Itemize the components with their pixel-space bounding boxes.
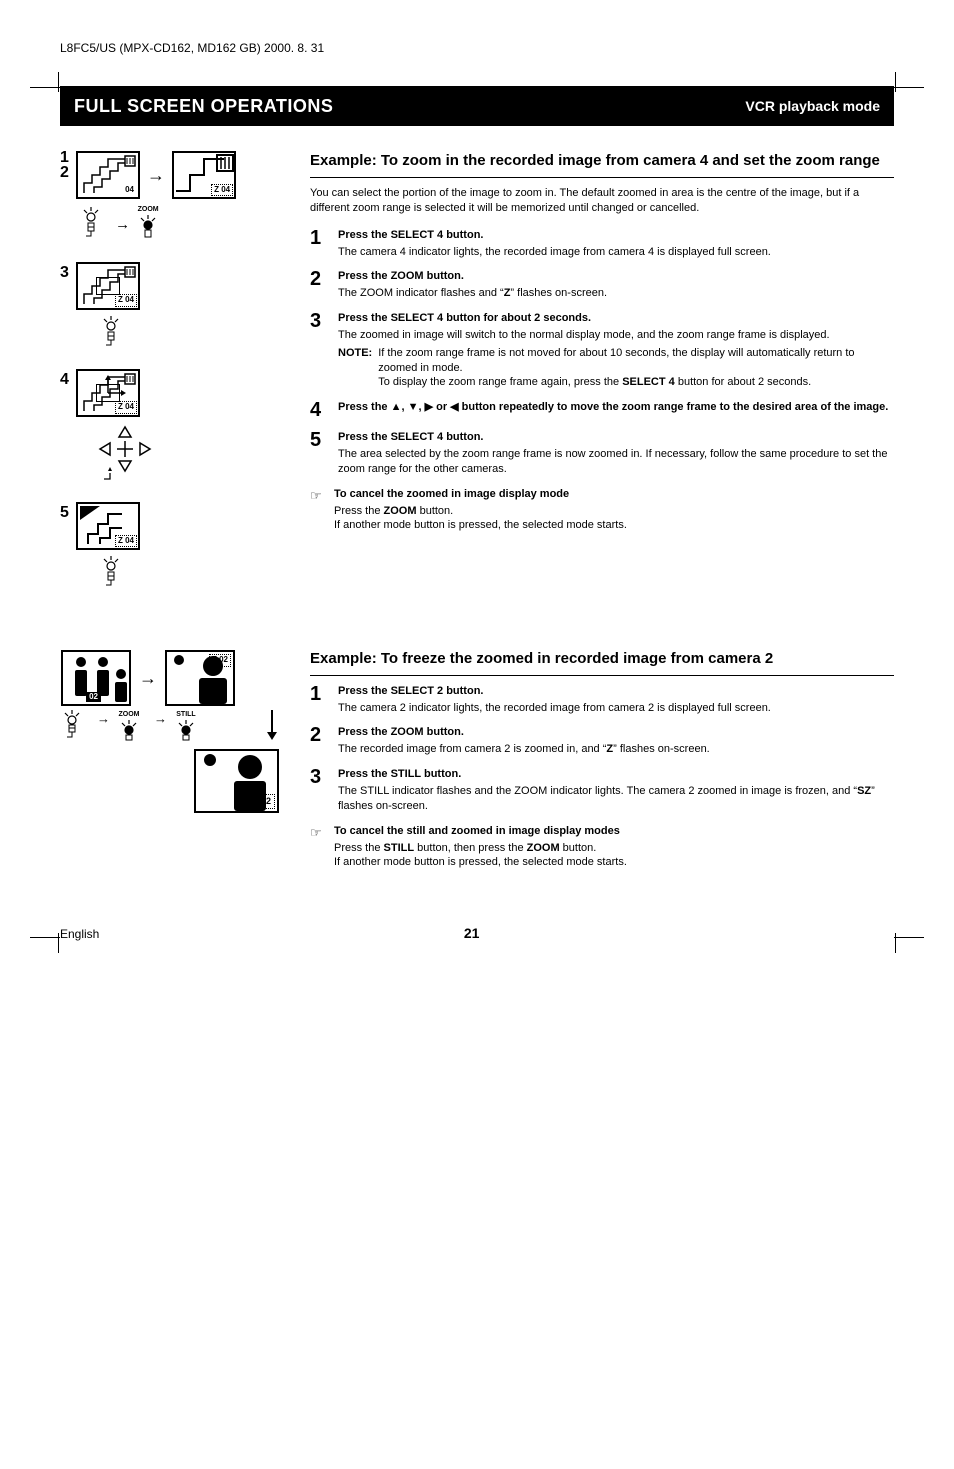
step-title: Press the SELECT 2 button. bbox=[338, 684, 894, 699]
thumb-step3: Z 04 bbox=[76, 262, 140, 310]
crop-mark bbox=[894, 923, 934, 953]
thumb-person-sz: SZ 02 bbox=[194, 749, 279, 813]
label-z04: Z 04 bbox=[115, 401, 137, 414]
step-title: Press the ▲, ▼, ▶ or ◀ button repeatedly… bbox=[338, 400, 894, 415]
diagram-step-12: 12 bbox=[60, 151, 69, 180]
step-number: 4 bbox=[310, 400, 328, 420]
step-title: Press the SELECT 4 button. bbox=[338, 430, 894, 445]
title-sub: VCR playback mode bbox=[745, 97, 880, 116]
step-text: The zoomed in image will switch to the n… bbox=[338, 328, 894, 343]
diagram-column-2: 02 → Z 02 bbox=[60, 649, 280, 874]
step-number: 1 bbox=[310, 684, 328, 716]
step-number: 3 bbox=[310, 311, 328, 390]
label-z04: Z 04 bbox=[115, 535, 137, 548]
crop-mark bbox=[894, 72, 934, 102]
step-number: 3 bbox=[310, 767, 328, 814]
cancel-text: Press the STILL button, then press the Z… bbox=[334, 841, 627, 856]
diagram-step-5: 5 bbox=[60, 502, 69, 524]
thumb-step5: Z 04 bbox=[76, 502, 140, 550]
step-text: The camera 4 indicator lights, the recor… bbox=[338, 245, 894, 260]
step-title: Press the SELECT 4 button for about 2 se… bbox=[338, 311, 894, 326]
step-title: Press the STILL button. bbox=[338, 767, 894, 782]
example1-heading: Example: To zoom in the recorded image f… bbox=[310, 151, 894, 171]
pointer-icon: ☞ bbox=[310, 487, 326, 534]
thumb-person-zoom: Z 02 bbox=[165, 650, 235, 706]
dpad-icon bbox=[90, 425, 160, 480]
arrow-icon: → bbox=[97, 710, 110, 728]
document-code: L8FC5/US (MPX-CD162, MD162 GB) 2000. 8. … bbox=[60, 40, 894, 56]
zoom-frame bbox=[96, 384, 120, 402]
step-text: The recorded image from camera 2 is zoom… bbox=[338, 742, 894, 757]
diagram-step-3: 3 bbox=[60, 262, 69, 284]
thumb-person: 02 bbox=[61, 650, 131, 706]
diagram-column-1: 12 04 → bbox=[60, 151, 280, 609]
step-title: Press the ZOOM button. bbox=[338, 269, 894, 284]
indicator-on-icon bbox=[80, 207, 102, 242]
step-text: The camera 2 indicator lights, the recor… bbox=[338, 701, 894, 716]
divider bbox=[310, 675, 894, 676]
label-02: 02 bbox=[86, 692, 101, 703]
step-title: Press the SELECT 4 button. bbox=[338, 228, 894, 243]
crop-mark bbox=[20, 923, 60, 953]
arrow-icon: → bbox=[147, 163, 165, 187]
step-number: 5 bbox=[310, 430, 328, 477]
thumb-zoomed: Z 04 bbox=[172, 151, 236, 199]
step-text: The STILL indicator flashes and the ZOOM… bbox=[338, 784, 894, 814]
label-04: 04 bbox=[125, 185, 134, 196]
cancel-title: To cancel the zoomed in image display mo… bbox=[334, 487, 627, 502]
still-indicator-icon: STILL bbox=[175, 710, 197, 746]
label-z04: Z 04 bbox=[115, 294, 137, 307]
step-text: The area selected by the zoom range fram… bbox=[338, 447, 894, 477]
footer-page-number: 21 bbox=[464, 924, 480, 943]
note-text: If the zoom range frame is not moved for… bbox=[378, 346, 894, 391]
cancel-text2: If another mode button is pressed, the s… bbox=[334, 855, 627, 870]
step-number: 2 bbox=[310, 269, 328, 301]
indicator-flash-icon bbox=[100, 556, 122, 591]
label-sz02: SZ 02 bbox=[243, 794, 275, 808]
divider bbox=[310, 177, 894, 178]
cancel-text2: If another mode button is pressed, the s… bbox=[334, 518, 627, 533]
example2-heading: Example: To freeze the zoomed in recorde… bbox=[310, 649, 894, 669]
arrow-icon: → bbox=[139, 666, 157, 690]
zoom-indicator-icon: ZOOM bbox=[118, 710, 140, 746]
thumb-step4: Z 04 bbox=[76, 369, 140, 417]
indicator-flash-icon: ZOOM bbox=[137, 205, 159, 243]
indicator-flash-icon bbox=[100, 316, 122, 351]
footer-language: English bbox=[60, 926, 99, 942]
arrow-icon: → bbox=[154, 710, 167, 728]
title-bar: FULL SCREEN OPERATIONS VCR playback mode bbox=[60, 86, 894, 126]
step-title: Press the ZOOM button. bbox=[338, 725, 894, 740]
pointer-icon: ☞ bbox=[310, 824, 326, 871]
label-z02: Z 02 bbox=[209, 654, 231, 667]
thumb-source: 04 bbox=[76, 151, 140, 199]
indicator-on-icon bbox=[61, 710, 83, 743]
zoom-frame bbox=[96, 277, 120, 295]
arrow-down-icon bbox=[265, 710, 279, 740]
step-text: The ZOOM indicator flashes and “Z” flash… bbox=[338, 286, 894, 301]
cancel-text: Press the ZOOM button. bbox=[334, 504, 627, 519]
label-z04: Z 04 bbox=[211, 184, 233, 197]
step-number: 1 bbox=[310, 228, 328, 260]
note-label: NOTE: bbox=[338, 346, 372, 391]
cancel-title: To cancel the still and zoomed in image … bbox=[334, 824, 627, 839]
diagram-step-4: 4 bbox=[60, 369, 69, 391]
crop-mark bbox=[20, 72, 60, 102]
example1-intro: You can select the portion of the image … bbox=[310, 186, 894, 216]
title-main: FULL SCREEN OPERATIONS bbox=[74, 94, 333, 118]
arrow-icon: → bbox=[115, 215, 130, 235]
step-number: 2 bbox=[310, 725, 328, 757]
